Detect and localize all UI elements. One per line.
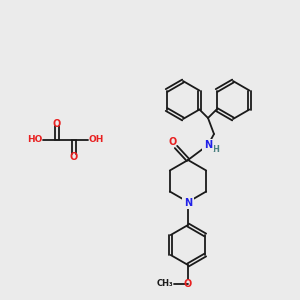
Text: CH₃: CH₃ xyxy=(157,280,173,289)
Text: O: O xyxy=(184,279,192,289)
Text: O: O xyxy=(70,152,78,162)
Text: N: N xyxy=(184,198,192,208)
Text: OH: OH xyxy=(88,136,104,145)
Text: N: N xyxy=(204,140,212,150)
Text: O: O xyxy=(169,137,177,147)
Text: N: N xyxy=(184,198,192,208)
Text: HO: HO xyxy=(27,136,43,145)
Text: N: N xyxy=(204,140,212,150)
Text: O: O xyxy=(53,119,61,129)
Text: H: H xyxy=(213,145,219,154)
